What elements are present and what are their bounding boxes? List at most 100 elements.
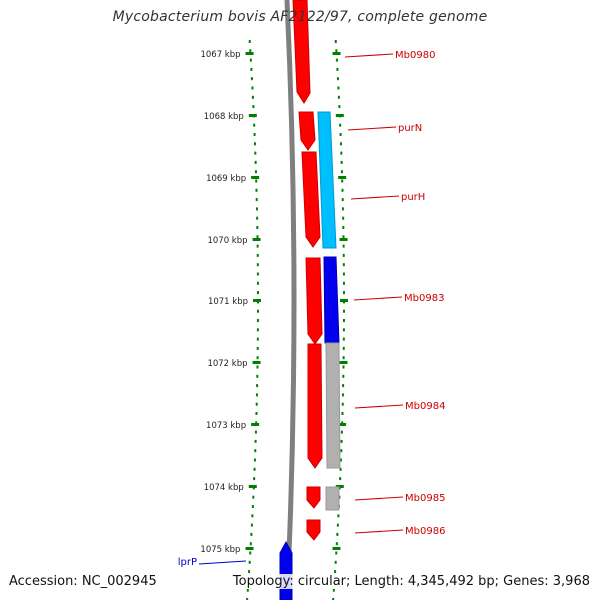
ruler-dot [341, 179, 344, 183]
ruler-tick [335, 485, 344, 488]
ruler-dot [256, 272, 259, 276]
ruler-dot [340, 439, 343, 443]
ruler-dot [252, 495, 255, 499]
ruler-dot [332, 588, 335, 592]
ruler-dot [246, 598, 249, 600]
gene-label: Mb0985 [405, 493, 445, 504]
ruler-dot [249, 542, 252, 546]
ruler-dot [335, 49, 338, 53]
ruler-dot [341, 393, 344, 397]
genome-backbone [284, 0, 297, 600]
ruler-tick [253, 299, 261, 302]
ruler-tick [252, 238, 261, 241]
ruler-dot [336, 77, 339, 81]
ruler-dot [337, 95, 340, 99]
gene-feature-mb0985 [306, 486, 321, 509]
ruler-dot [340, 160, 343, 164]
ruler-dot [339, 458, 342, 462]
ruler-ticks: 1067 kbp 1068 kbp 1069 kbp 1070 kbp 1071 kbp… [200, 50, 348, 555]
ruler-label: 1071 kbp [208, 297, 248, 307]
ruler-dot [334, 40, 337, 43]
ruler-dot [256, 309, 259, 313]
ruler-label: 1073 kbp [206, 421, 246, 431]
ruler-dot [248, 570, 251, 574]
ruler-dot [253, 477, 256, 481]
gene-feature-purn [298, 111, 316, 151]
ruler-dot [254, 170, 257, 174]
ruler-dot [342, 309, 345, 313]
ruler-dot [337, 86, 340, 90]
ruler-dot [342, 319, 345, 322]
ruler-dot [334, 560, 337, 564]
genome-summary: Topology: circular; Length: 4,345,492 bp… [232, 574, 590, 589]
gene-feature-mb0985-rev [325, 486, 340, 511]
gene-label: Mb0980 [395, 50, 435, 61]
ruler-dot [256, 328, 259, 332]
ruler-dot [253, 458, 256, 462]
ruler-dot [337, 514, 340, 518]
ruler-dot [255, 188, 258, 192]
ruler-dot [255, 198, 258, 202]
ruler-tick [339, 361, 348, 364]
ruler-dot [342, 346, 345, 350]
ruler-tick [339, 238, 348, 241]
ruler-dot [255, 412, 258, 415]
gene-label: Mb0983 [404, 293, 444, 304]
ruler-dot [342, 356, 345, 360]
ruler-label: 1067 kbp [200, 50, 240, 60]
gene-leader-line [350, 195, 400, 200]
ruler-dot [342, 328, 345, 332]
ruler-dot [250, 77, 253, 81]
ruler-label: 1068 kbp [204, 112, 244, 122]
gene-leader-line [347, 126, 397, 131]
ruler-dot [256, 216, 259, 220]
ruler-dot [250, 67, 253, 71]
ruler-dot [255, 207, 258, 211]
ruler-dot [336, 67, 339, 71]
gene-feature-mb0986 [306, 519, 321, 541]
ruler-tick [251, 176, 260, 179]
ruler-dot [342, 365, 345, 369]
ruler-tick [335, 114, 344, 117]
ruler-dot [339, 467, 342, 471]
ruler-dot [332, 598, 335, 600]
ruler-dot [246, 588, 249, 592]
gene-feature-mb0983 [305, 257, 323, 345]
gene-label: Mb0984 [405, 401, 445, 412]
ruler-dot [256, 346, 259, 350]
gene-feature-purn-purh-rev [317, 111, 337, 249]
map-title: Mycobacterium bovis AF2122/97, complete … [112, 9, 488, 25]
ruler-dot [256, 291, 259, 295]
gene-label: Mb0986 [405, 526, 445, 537]
ruler-label: 1069 kbp [206, 174, 246, 184]
ruler-dot [340, 170, 343, 174]
gene-label: lprP [178, 557, 197, 568]
ruler-dot [342, 235, 345, 239]
ruler-dot [252, 105, 255, 109]
ruler-dot [256, 235, 259, 239]
gene-labels: Mb0980 purN purH Mb0983 Mb0984 Mb0985 Mb0986 lp… [178, 50, 446, 568]
ruler-dot [256, 244, 259, 248]
ruler-dot [251, 505, 254, 508]
ruler-dot [253, 123, 256, 127]
ruler-dot [256, 384, 259, 388]
gene-leader-line [344, 53, 394, 58]
ruler-dot [254, 449, 257, 453]
ruler-tick [338, 176, 347, 179]
gene-feature-lprp [279, 540, 293, 600]
ruler-dot [253, 133, 256, 136]
ruler-dot [256, 263, 259, 267]
ruler-dots-left [246, 40, 259, 600]
ruler-dot [342, 226, 345, 229]
ruler-tick [248, 485, 257, 488]
ruler-dot [342, 337, 345, 341]
gene-label: purN [398, 123, 422, 134]
ruler-dot [341, 198, 344, 202]
ruler-dot [256, 319, 259, 322]
ruler-dot [341, 188, 344, 192]
ruler-dot [254, 430, 257, 434]
ruler-dot [335, 542, 338, 546]
ruler-dot [255, 393, 258, 397]
ruler-dot [256, 253, 259, 257]
ruler-dot [256, 337, 259, 341]
